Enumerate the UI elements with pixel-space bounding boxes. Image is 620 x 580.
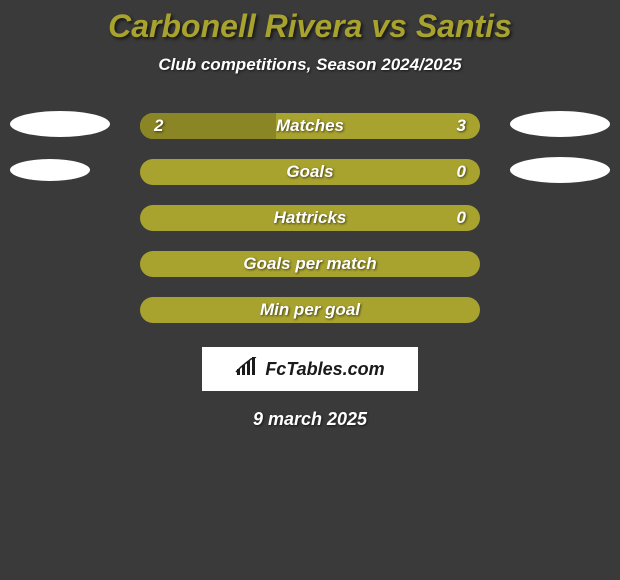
date-label: 9 march 2025 xyxy=(0,409,620,430)
comparison-title: Carbonell Rivera vs Santis xyxy=(0,0,620,45)
stat-bar: Goals per match xyxy=(140,251,480,277)
stat-row: Goals 0 xyxy=(0,149,620,195)
bar-chart-icon xyxy=(235,357,261,382)
stat-value-right: 0 xyxy=(457,162,466,182)
stat-bar: Hattricks 0 xyxy=(140,205,480,231)
stat-row: Hattricks 0 xyxy=(0,195,620,241)
stat-value-right: 3 xyxy=(457,116,466,136)
player-oval-left xyxy=(10,159,90,181)
player-oval-right xyxy=(510,157,610,183)
stat-bar: Min per goal xyxy=(140,297,480,323)
stat-label: Min per goal xyxy=(260,300,360,320)
stat-row: 2 Matches 3 xyxy=(0,103,620,149)
stat-bar: Goals 0 xyxy=(140,159,480,185)
stat-label: Hattricks xyxy=(274,208,347,228)
comparison-subtitle: Club competitions, Season 2024/2025 xyxy=(0,55,620,75)
logo-box: FcTables.com xyxy=(202,347,418,391)
player-oval-right xyxy=(510,111,610,137)
stats-area: 2 Matches 3 Goals 0 Hattricks 0 Goals per match… xyxy=(0,103,620,333)
logo-text: FcTables.com xyxy=(265,359,384,380)
stat-bar: 2 Matches 3 xyxy=(140,113,480,139)
stat-label: Matches xyxy=(276,116,344,136)
stat-row: Min per goal xyxy=(0,287,620,333)
stat-value-left: 2 xyxy=(154,116,163,136)
stat-value-right: 0 xyxy=(457,208,466,228)
stat-label: Goals xyxy=(286,162,333,182)
logo: FcTables.com xyxy=(235,357,384,382)
stat-row: Goals per match xyxy=(0,241,620,287)
stat-label: Goals per match xyxy=(243,254,376,274)
player-oval-left xyxy=(10,111,110,137)
